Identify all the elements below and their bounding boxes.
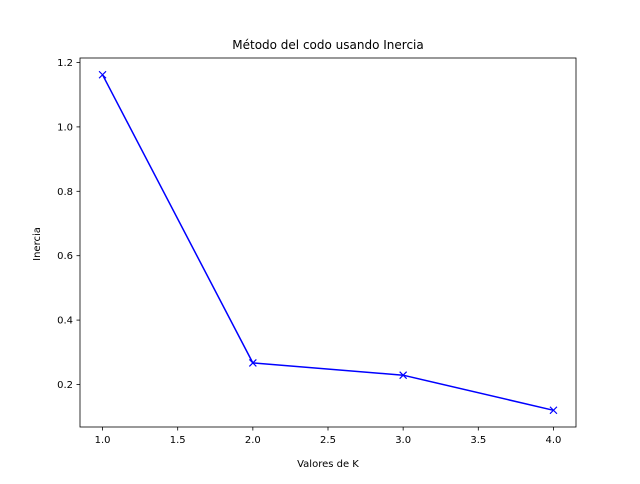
data-point-marker xyxy=(549,406,558,415)
y-tick-label: 1.2 xyxy=(57,58,73,69)
series-line xyxy=(101,74,554,412)
x-tick-label: 1.5 xyxy=(170,435,186,446)
y-axis-title: Inercia xyxy=(32,227,43,261)
y-tick-label: 0.2 xyxy=(57,380,73,391)
data-point-marker xyxy=(248,358,257,367)
data-point-marker xyxy=(399,371,408,380)
x-axis-title: Valores de K xyxy=(297,459,359,470)
y-tick-label: 0.4 xyxy=(57,316,73,327)
x-tick-label: 3.5 xyxy=(470,435,486,446)
x-tick-label: 2.5 xyxy=(320,435,336,446)
plot-area: 1.0 1.5 2.0 2.5 3.0 3.5 4.0 0.2 0.4 0.6 0.8 1.0 1.2 xyxy=(57,57,577,446)
y-tick-label: 0.8 xyxy=(57,187,73,198)
x-tick-label: 3.0 xyxy=(395,435,411,446)
plot-frame xyxy=(79,57,577,428)
x-tick-label: 1.0 xyxy=(95,435,111,446)
y-tick-label: 1.0 xyxy=(57,122,73,133)
x-tick-label: 2.0 xyxy=(245,435,261,446)
x-tick-label: 4.0 xyxy=(546,435,562,446)
chart-title: Método del codo usando Inercia xyxy=(232,38,424,52)
y-tick-label: 0.6 xyxy=(57,251,73,262)
data-point-marker xyxy=(98,70,107,79)
